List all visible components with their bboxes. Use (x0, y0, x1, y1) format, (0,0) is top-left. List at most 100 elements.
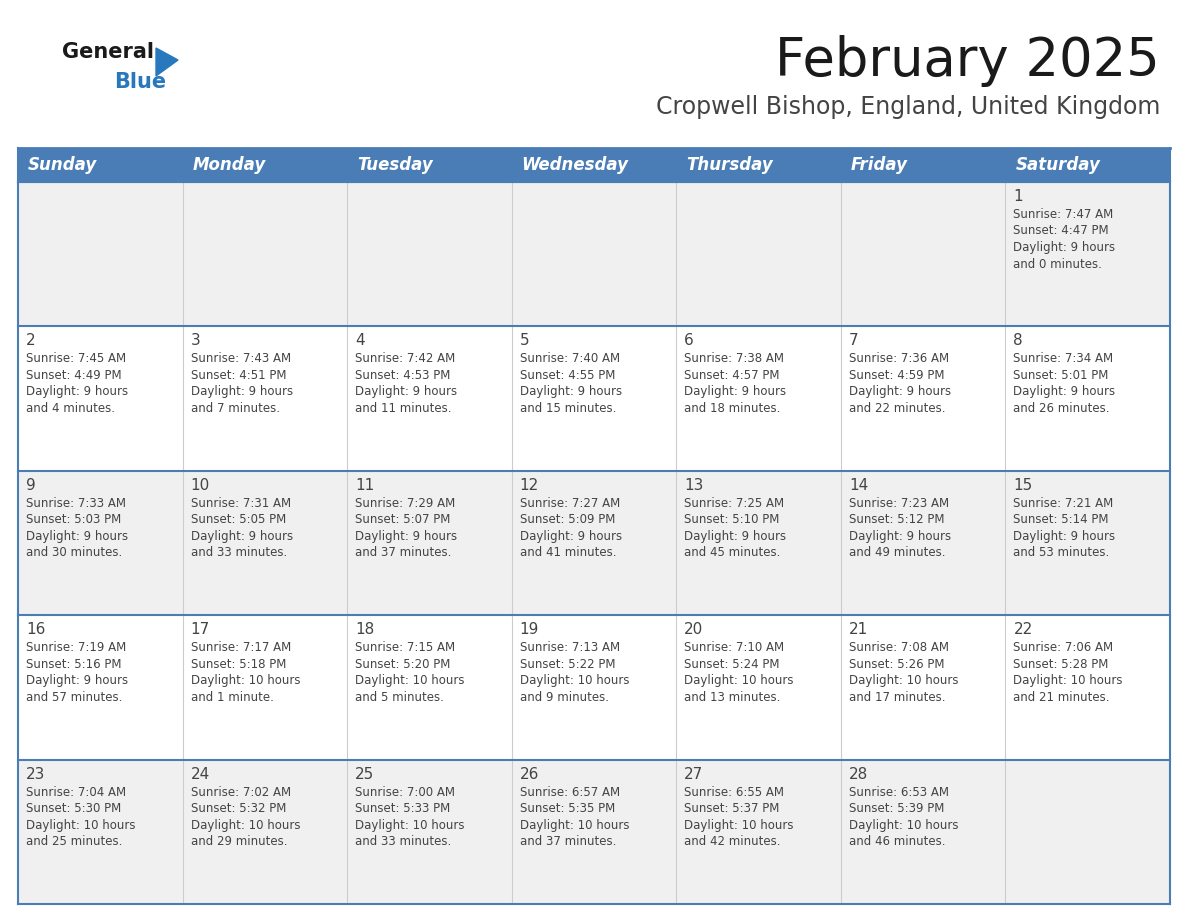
Text: Daylight: 9 hours: Daylight: 9 hours (519, 530, 621, 543)
Text: Sunset: 5:22 PM: Sunset: 5:22 PM (519, 657, 615, 671)
Text: Daylight: 9 hours: Daylight: 9 hours (684, 530, 786, 543)
Text: 21: 21 (849, 622, 868, 637)
Text: Sunrise: 6:55 AM: Sunrise: 6:55 AM (684, 786, 784, 799)
Text: Sunrise: 7:23 AM: Sunrise: 7:23 AM (849, 497, 949, 509)
Text: Sunrise: 7:34 AM: Sunrise: 7:34 AM (1013, 353, 1113, 365)
Text: Sunset: 5:32 PM: Sunset: 5:32 PM (190, 802, 286, 815)
Text: 4: 4 (355, 333, 365, 349)
Text: Sunset: 5:28 PM: Sunset: 5:28 PM (1013, 657, 1108, 671)
Text: and 46 minutes.: and 46 minutes. (849, 835, 946, 848)
Polygon shape (156, 48, 178, 76)
Text: Sunrise: 7:29 AM: Sunrise: 7:29 AM (355, 497, 455, 509)
Text: and 41 minutes.: and 41 minutes. (519, 546, 617, 559)
Text: Sunrise: 7:17 AM: Sunrise: 7:17 AM (190, 641, 291, 655)
Text: Sunrise: 7:31 AM: Sunrise: 7:31 AM (190, 497, 291, 509)
Text: and 42 minutes.: and 42 minutes. (684, 835, 781, 848)
Text: Sunrise: 7:45 AM: Sunrise: 7:45 AM (26, 353, 126, 365)
Text: Daylight: 9 hours: Daylight: 9 hours (26, 530, 128, 543)
Text: Sunrise: 7:00 AM: Sunrise: 7:00 AM (355, 786, 455, 799)
Text: and 37 minutes.: and 37 minutes. (355, 546, 451, 559)
Text: and 29 minutes.: and 29 minutes. (190, 835, 287, 848)
Text: Daylight: 9 hours: Daylight: 9 hours (684, 386, 786, 398)
Text: Sunset: 5:05 PM: Sunset: 5:05 PM (190, 513, 286, 526)
Text: and 15 minutes.: and 15 minutes. (519, 402, 617, 415)
Text: Sunrise: 7:43 AM: Sunrise: 7:43 AM (190, 353, 291, 365)
Text: and 25 minutes.: and 25 minutes. (26, 835, 122, 848)
Text: Sunrise: 7:15 AM: Sunrise: 7:15 AM (355, 641, 455, 655)
Text: Daylight: 9 hours: Daylight: 9 hours (190, 530, 292, 543)
Text: February 2025: February 2025 (776, 35, 1159, 87)
Text: 28: 28 (849, 767, 868, 781)
Text: Sunset: 5:35 PM: Sunset: 5:35 PM (519, 802, 615, 815)
Text: Monday: Monday (192, 156, 266, 174)
Text: Sunset: 4:49 PM: Sunset: 4:49 PM (26, 369, 121, 382)
Text: and 22 minutes.: and 22 minutes. (849, 402, 946, 415)
Text: 18: 18 (355, 622, 374, 637)
Text: Daylight: 10 hours: Daylight: 10 hours (190, 819, 301, 832)
Text: and 57 minutes.: and 57 minutes. (26, 690, 122, 704)
Text: Tuesday: Tuesday (358, 156, 432, 174)
Text: and 9 minutes.: and 9 minutes. (519, 690, 608, 704)
Text: 5: 5 (519, 333, 530, 349)
Text: Daylight: 9 hours: Daylight: 9 hours (849, 530, 950, 543)
Text: Sunday: Sunday (29, 156, 97, 174)
Text: Sunset: 5:30 PM: Sunset: 5:30 PM (26, 802, 121, 815)
Text: and 21 minutes.: and 21 minutes. (1013, 690, 1110, 704)
Text: Sunset: 5:03 PM: Sunset: 5:03 PM (26, 513, 121, 526)
Text: Sunset: 5:39 PM: Sunset: 5:39 PM (849, 802, 944, 815)
Text: 11: 11 (355, 477, 374, 493)
Text: and 11 minutes.: and 11 minutes. (355, 402, 451, 415)
Text: and 17 minutes.: and 17 minutes. (849, 690, 946, 704)
Text: Sunset: 4:51 PM: Sunset: 4:51 PM (190, 369, 286, 382)
Text: Cropwell Bishop, England, United Kingdom: Cropwell Bishop, England, United Kingdom (656, 95, 1159, 119)
Bar (18, 148, 1170, 182)
Text: Daylight: 9 hours: Daylight: 9 hours (355, 386, 457, 398)
Text: Wednesday: Wednesday (522, 156, 628, 174)
Text: Daylight: 9 hours: Daylight: 9 hours (519, 386, 621, 398)
Text: Daylight: 10 hours: Daylight: 10 hours (684, 819, 794, 832)
Text: 19: 19 (519, 622, 539, 637)
Text: Sunrise: 7:38 AM: Sunrise: 7:38 AM (684, 353, 784, 365)
Text: General: General (62, 42, 154, 62)
Text: Daylight: 10 hours: Daylight: 10 hours (355, 674, 465, 688)
Bar (18, 327, 1170, 471)
Text: Daylight: 10 hours: Daylight: 10 hours (26, 819, 135, 832)
Text: Sunrise: 7:08 AM: Sunrise: 7:08 AM (849, 641, 949, 655)
Text: Daylight: 10 hours: Daylight: 10 hours (190, 674, 301, 688)
Text: Sunrise: 7:04 AM: Sunrise: 7:04 AM (26, 786, 126, 799)
Text: Sunset: 5:20 PM: Sunset: 5:20 PM (355, 657, 450, 671)
Text: Sunrise: 7:47 AM: Sunrise: 7:47 AM (1013, 208, 1113, 221)
Text: Sunrise: 7:25 AM: Sunrise: 7:25 AM (684, 497, 784, 509)
Text: 7: 7 (849, 333, 859, 349)
Text: Daylight: 10 hours: Daylight: 10 hours (849, 674, 959, 688)
Text: Sunset: 4:55 PM: Sunset: 4:55 PM (519, 369, 615, 382)
Text: Sunset: 5:37 PM: Sunset: 5:37 PM (684, 802, 779, 815)
Text: 26: 26 (519, 767, 539, 781)
Text: Sunrise: 7:40 AM: Sunrise: 7:40 AM (519, 353, 620, 365)
Text: Daylight: 10 hours: Daylight: 10 hours (684, 674, 794, 688)
Text: Sunset: 5:10 PM: Sunset: 5:10 PM (684, 513, 779, 526)
Text: 12: 12 (519, 477, 539, 493)
Text: Sunset: 5:26 PM: Sunset: 5:26 PM (849, 657, 944, 671)
Text: Daylight: 9 hours: Daylight: 9 hours (1013, 386, 1116, 398)
Text: Daylight: 10 hours: Daylight: 10 hours (849, 819, 959, 832)
Text: and 5 minutes.: and 5 minutes. (355, 690, 444, 704)
Text: Sunset: 5:01 PM: Sunset: 5:01 PM (1013, 369, 1108, 382)
Text: Daylight: 9 hours: Daylight: 9 hours (26, 674, 128, 688)
Text: Sunrise: 6:53 AM: Sunrise: 6:53 AM (849, 786, 949, 799)
Text: Sunset: 5:09 PM: Sunset: 5:09 PM (519, 513, 615, 526)
Text: Sunset: 5:12 PM: Sunset: 5:12 PM (849, 513, 944, 526)
Text: and 53 minutes.: and 53 minutes. (1013, 546, 1110, 559)
Text: 2: 2 (26, 333, 36, 349)
Text: Sunset: 5:24 PM: Sunset: 5:24 PM (684, 657, 779, 671)
Text: Sunset: 5:14 PM: Sunset: 5:14 PM (1013, 513, 1108, 526)
Text: and 33 minutes.: and 33 minutes. (190, 546, 286, 559)
Text: 10: 10 (190, 477, 210, 493)
Text: Sunrise: 7:27 AM: Sunrise: 7:27 AM (519, 497, 620, 509)
Text: Sunset: 5:16 PM: Sunset: 5:16 PM (26, 657, 121, 671)
Text: 27: 27 (684, 767, 703, 781)
Text: Daylight: 10 hours: Daylight: 10 hours (1013, 674, 1123, 688)
Text: Sunrise: 7:10 AM: Sunrise: 7:10 AM (684, 641, 784, 655)
Text: Friday: Friday (851, 156, 908, 174)
Text: 6: 6 (684, 333, 694, 349)
